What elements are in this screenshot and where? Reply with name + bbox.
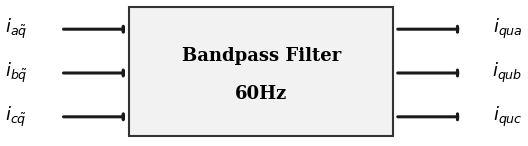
Text: $i_{quc}$: $i_{quc}$ <box>493 105 523 129</box>
Text: $i_{b\tilde{q}}$: $i_{b\tilde{q}}$ <box>5 61 28 85</box>
Text: Bandpass Filter: Bandpass Filter <box>182 47 341 65</box>
Bar <box>129 7 393 136</box>
Text: $i_{qub}$: $i_{qub}$ <box>492 61 523 85</box>
Text: 60Hz: 60Hz <box>235 85 287 103</box>
Text: $i_{c\tilde{q}}$: $i_{c\tilde{q}}$ <box>5 105 27 129</box>
Text: $i_{qua}$: $i_{qua}$ <box>493 17 523 41</box>
Text: $i_{a\tilde{q}}$: $i_{a\tilde{q}}$ <box>5 17 27 41</box>
